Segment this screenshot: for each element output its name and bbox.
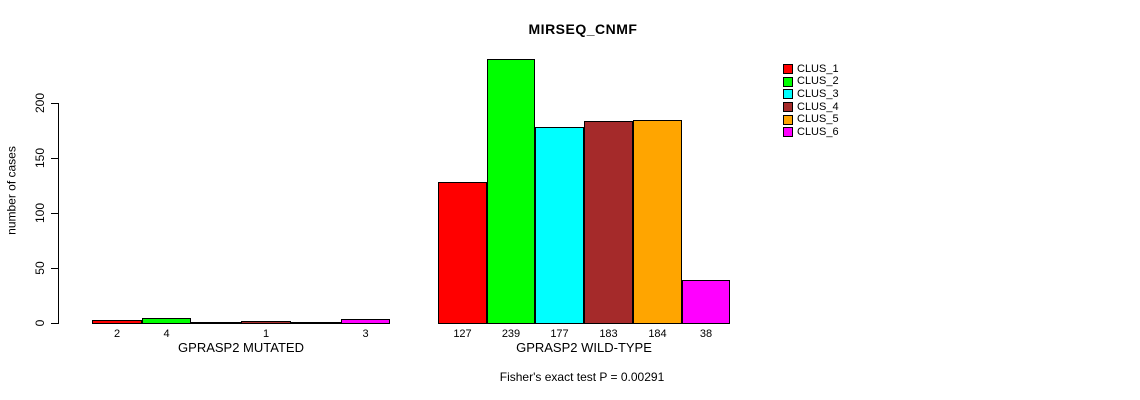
bar-mutated-clus_1 [92,320,142,324]
bar-value-label: 4 [163,328,170,340]
legend-item-clus_4: CLUS_4 [783,101,839,114]
group-label-wildtype: GPRASP2 WILD-TYPE [516,340,652,355]
y-axis-tick [51,323,58,324]
legend: CLUS_1 CLUS_2 CLUS_3 CLUS_4 CLUS_5 CLUS_6 [783,63,839,139]
bar-value-label: 177 [550,328,569,340]
y-axis-tick [51,268,58,269]
bar-value-label: 38 [699,328,713,340]
bar-mutated-clus_3 [191,322,241,324]
bar-mutated-clus_6 [341,319,390,324]
legend-label: CLUS_4 [797,100,839,113]
bar-value-label: 3 [362,328,369,340]
legend-item-clus_6: CLUS_6 [783,126,839,139]
y-axis-tick-label: 0 [33,319,47,327]
bar-mutated-clus_2 [142,318,191,324]
y-axis-label: number of cases [4,146,19,235]
fisher-test-footnote: Fisher's exact test P = 0.00291 [499,370,665,384]
legend-swatch-clus_4 [783,102,793,113]
bar-wildtype-clus_5 [633,120,682,324]
legend-swatch-clus_6 [783,127,793,138]
bar-value-label: 239 [501,328,521,340]
group-label-mutated: GPRASP2 MUTATED [178,340,304,355]
legend-swatch-clus_5 [783,114,793,125]
y-axis-tick-label: 100 [33,202,47,224]
bar-value-label: 184 [648,328,667,340]
bar-wildtype-clus_1 [438,182,487,324]
legend-label: CLUS_3 [797,87,839,100]
y-axis-tick [51,103,58,104]
legend-item-clus_1: CLUS_1 [783,63,839,76]
y-axis-tick-label: 150 [33,147,47,169]
legend-swatch-clus_1 [783,64,793,75]
legend-item-clus_3: CLUS_3 [783,88,839,101]
bar-mutated-clus_5 [291,322,341,324]
bar-value-label: 183 [599,328,618,340]
chart-title: MIRSEQ_CNMF [528,21,638,37]
y-axis-tick [51,158,58,159]
y-axis-tick [51,213,58,214]
bar-wildtype-clus_3 [535,127,584,324]
bar-wildtype-clus_4 [584,121,633,324]
legend-label: CLUS_5 [797,113,839,126]
bar-mutated-clus_4 [241,321,291,324]
legend-label: CLUS_6 [797,125,839,138]
y-axis-tick-label: 200 [33,92,47,114]
y-axis-line [58,103,59,324]
legend-label: CLUS_1 [797,62,839,75]
bar-wildtype-clus_2 [487,59,535,324]
y-axis-tick-label: 50 [33,261,47,275]
bar-wildtype-clus_6 [682,280,730,324]
bar-value-label: 2 [113,328,121,340]
legend-item-clus_2: CLUS_2 [783,76,839,89]
bar-value-label: 1 [262,328,270,340]
legend-swatch-clus_2 [783,76,793,87]
legend-swatch-clus_3 [783,89,793,100]
legend-label: CLUS_2 [797,75,839,88]
bar-value-label: 127 [453,328,472,340]
legend-item-clus_5: CLUS_5 [783,113,839,126]
